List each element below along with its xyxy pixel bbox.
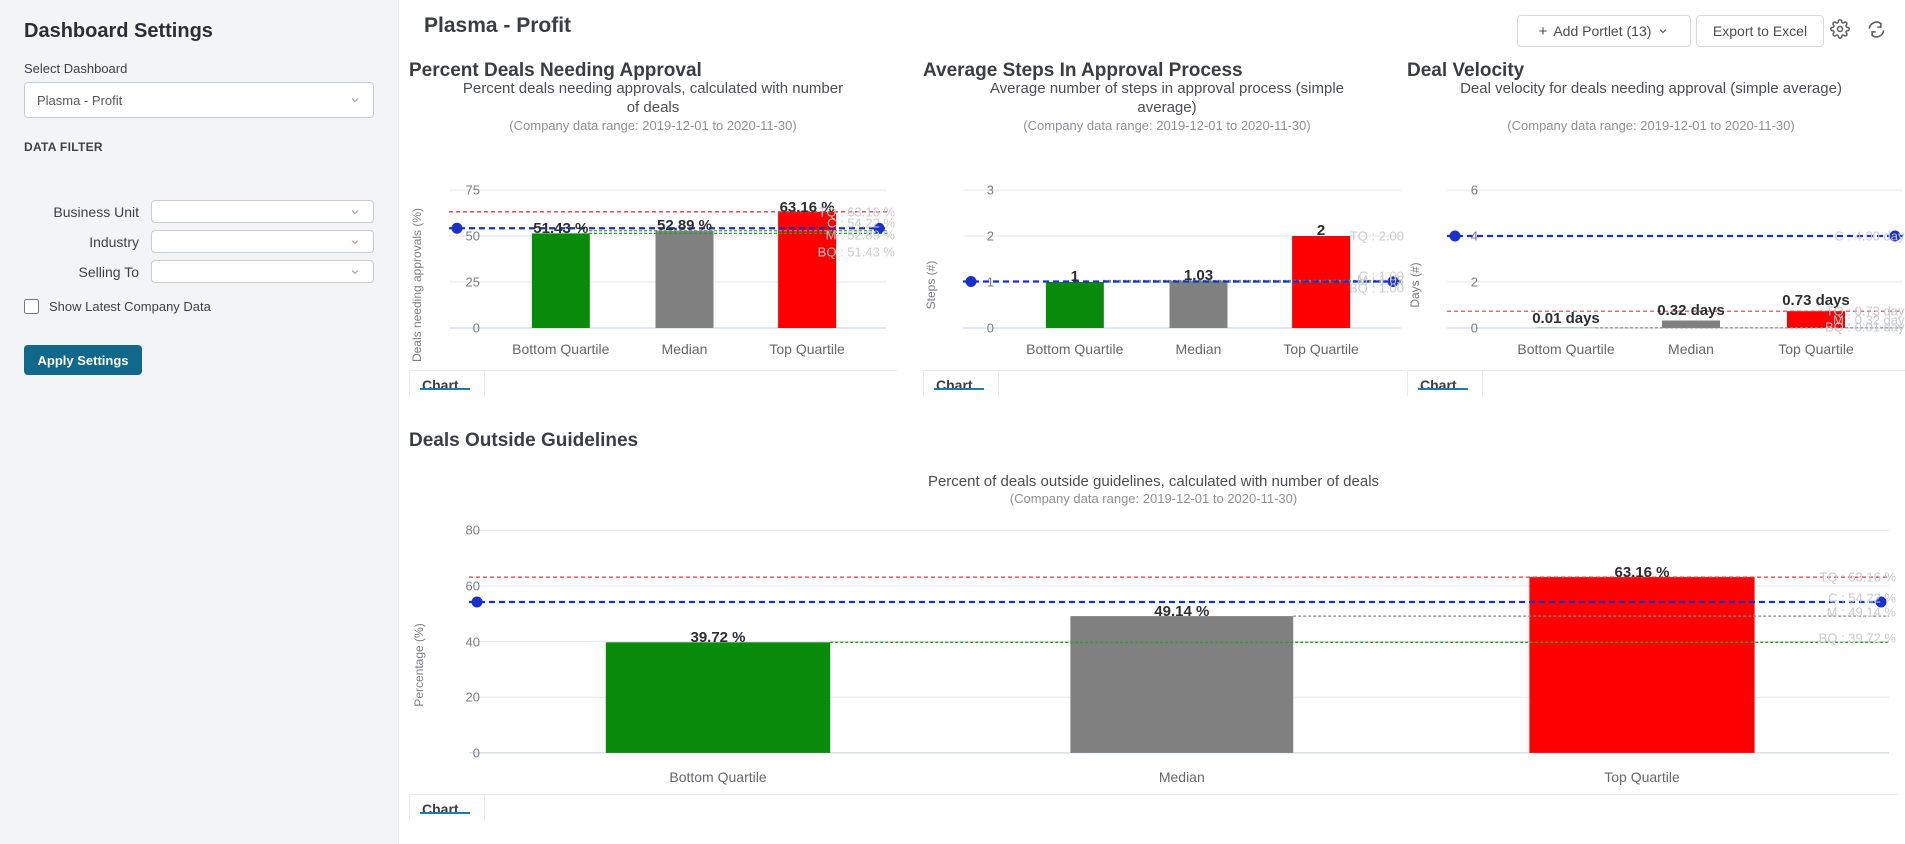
- svg-text:Deals needing approvals (%): Deals needing approvals (%): [410, 208, 424, 362]
- svg-text:Days (#): Days (#): [1408, 262, 1422, 307]
- svg-text:Percentage (%): Percentage (%): [412, 623, 426, 706]
- svg-text:Steps (#): Steps (#): [924, 261, 938, 310]
